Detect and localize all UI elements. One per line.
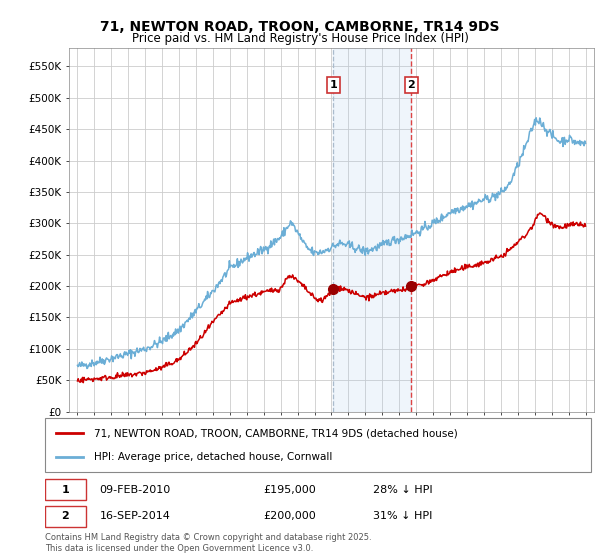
Text: 2: 2 bbox=[407, 80, 415, 90]
FancyBboxPatch shape bbox=[45, 418, 591, 472]
Text: 28% ↓ HPI: 28% ↓ HPI bbox=[373, 485, 432, 495]
Text: 71, NEWTON ROAD, TROON, CAMBORNE, TR14 9DS: 71, NEWTON ROAD, TROON, CAMBORNE, TR14 9… bbox=[100, 20, 500, 34]
Text: Contains HM Land Registry data © Crown copyright and database right 2025.
This d: Contains HM Land Registry data © Crown c… bbox=[45, 533, 371, 553]
Text: £195,000: £195,000 bbox=[263, 485, 316, 495]
Text: 1: 1 bbox=[329, 80, 337, 90]
Text: 1: 1 bbox=[61, 485, 69, 495]
Text: 16-SEP-2014: 16-SEP-2014 bbox=[100, 511, 170, 521]
FancyBboxPatch shape bbox=[45, 506, 86, 527]
Text: £200,000: £200,000 bbox=[263, 511, 316, 521]
Bar bbox=[333, 48, 411, 412]
Text: 71, NEWTON ROAD, TROON, CAMBORNE, TR14 9DS (detached house): 71, NEWTON ROAD, TROON, CAMBORNE, TR14 9… bbox=[94, 428, 458, 438]
Text: 31% ↓ HPI: 31% ↓ HPI bbox=[373, 511, 432, 521]
Text: 2: 2 bbox=[61, 511, 69, 521]
Text: HPI: Average price, detached house, Cornwall: HPI: Average price, detached house, Corn… bbox=[94, 451, 332, 461]
Text: 09-FEB-2010: 09-FEB-2010 bbox=[100, 485, 171, 495]
FancyBboxPatch shape bbox=[45, 479, 86, 501]
Text: Price paid vs. HM Land Registry's House Price Index (HPI): Price paid vs. HM Land Registry's House … bbox=[131, 32, 469, 45]
